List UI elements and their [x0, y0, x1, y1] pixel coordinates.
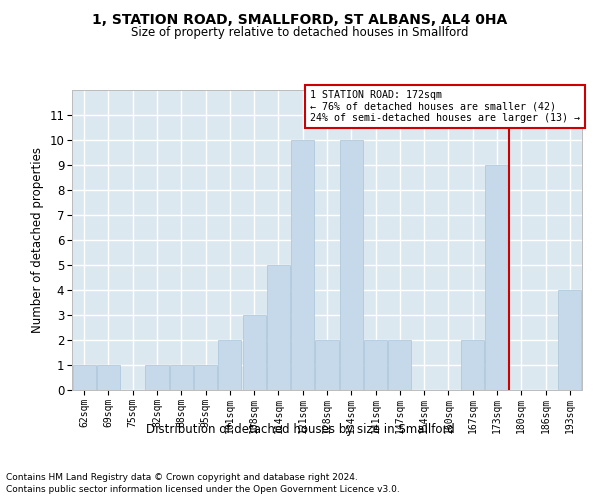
Text: Contains public sector information licensed under the Open Government Licence v3: Contains public sector information licen… [6, 485, 400, 494]
Bar [388, 340, 412, 390]
Bar [340, 140, 363, 390]
Text: Size of property relative to detached houses in Smallford: Size of property relative to detached ho… [131, 26, 469, 39]
Bar [242, 315, 266, 390]
Bar [267, 265, 290, 390]
Bar [316, 340, 338, 390]
Text: Contains HM Land Registry data © Crown copyright and database right 2024.: Contains HM Land Registry data © Crown c… [6, 472, 358, 482]
Bar [218, 340, 241, 390]
Bar [559, 290, 581, 390]
Bar [485, 165, 509, 390]
Bar [194, 365, 217, 390]
Text: 1 STATION ROAD: 172sqm
← 76% of detached houses are smaller (42)
24% of semi-det: 1 STATION ROAD: 172sqm ← 76% of detached… [310, 90, 580, 123]
Y-axis label: Number of detached properties: Number of detached properties [31, 147, 44, 333]
Bar [145, 365, 169, 390]
Bar [170, 365, 193, 390]
Text: Distribution of detached houses by size in Smallford: Distribution of detached houses by size … [146, 422, 454, 436]
Bar [291, 140, 314, 390]
Bar [97, 365, 120, 390]
Bar [461, 340, 484, 390]
Text: 1, STATION ROAD, SMALLFORD, ST ALBANS, AL4 0HA: 1, STATION ROAD, SMALLFORD, ST ALBANS, A… [92, 12, 508, 26]
Bar [364, 340, 387, 390]
Bar [73, 365, 95, 390]
